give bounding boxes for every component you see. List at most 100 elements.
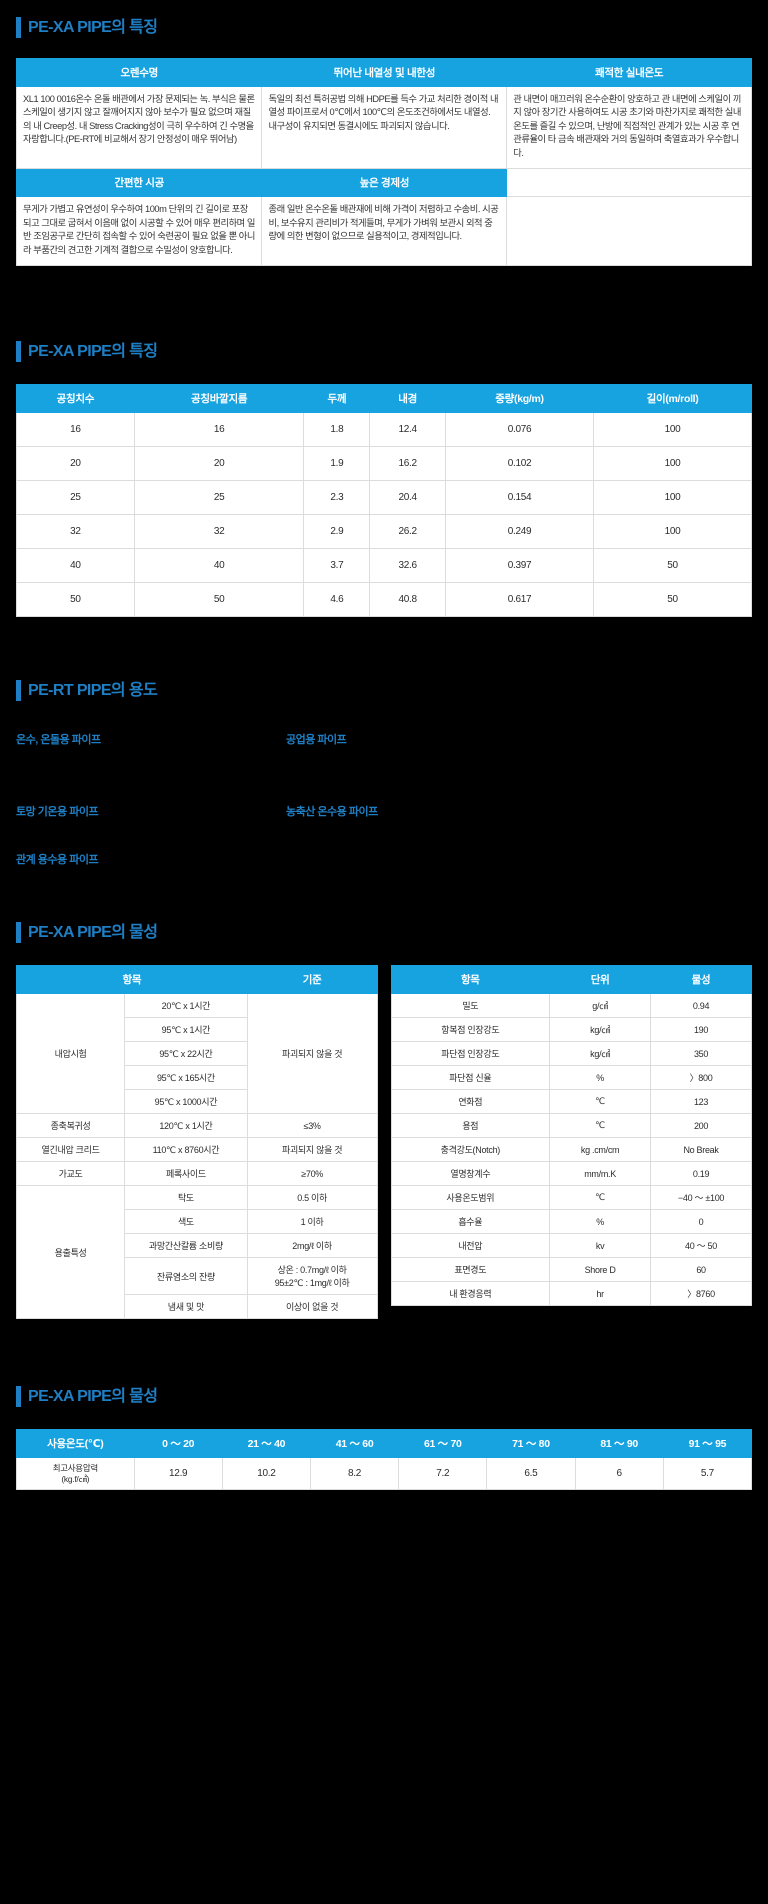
table-cell: 0.076 [444, 412, 595, 448]
section-heading-features: PE-XA PIPE의 특징 [16, 14, 768, 40]
table-row: 용점 ℃ 200 [390, 1113, 752, 1139]
column-header-1: 공칭바깥지름 [133, 384, 305, 414]
table-row: 밀도 g/㎠ 0.94 [390, 993, 752, 1019]
table-row: 내전압 kv 40 〜 50 [390, 1233, 752, 1259]
table-cell: 190 [650, 1017, 752, 1043]
table-cell: 40 [133, 548, 305, 584]
pressure-table-wrap: 사용온도(℃) 0 〜 20 21 〜 40 41 〜 60 61 〜 70 71 〜 8… [0, 1429, 768, 1491]
table-cell: 0.154 [444, 480, 595, 516]
feature-empty-cell [506, 196, 752, 267]
table-row: 항복점 인장강도 kg/㎠ 190 [390, 1017, 752, 1043]
property-group-label: 용출특성 [15, 1185, 126, 1320]
property-item: 95℃ x 165시간 [124, 1065, 248, 1091]
table-cell: 50 [133, 582, 305, 618]
column-header-3: 내경 [369, 384, 446, 414]
table-header-row: 항목 기준 [16, 965, 378, 995]
document-page: PE-XA PIPE의 특징 오렌수명 뛰어난 내열성 및 내한성 쾌적한 실내… [0, 14, 768, 1491]
table-row: 파단점 신율% 〉800 [390, 1065, 752, 1091]
table-cell: 흡수율 [390, 1209, 551, 1235]
table-cell: 6.5 [486, 1457, 576, 1491]
column-header-0: 항목 [390, 965, 551, 995]
spec-table-wrap: 공칭치수 공칭바깥지름 두께 내경 중량(kg/m) 길이(m/roll) 16 16 1.8… [0, 384, 768, 618]
table-cell: 40 [16, 548, 135, 584]
accent-bar-icon [16, 16, 21, 38]
feature-empty-cell [506, 168, 752, 198]
table-cell: 밀도 [390, 993, 551, 1019]
table-cell: 항복점 인장강도 [390, 1017, 551, 1043]
column-header-2: 물성 [650, 965, 752, 995]
property-group-label: 내압시험 [15, 993, 126, 1115]
table-row: 95℃ x 1000시간 [17, 1089, 378, 1115]
table-row: 32 32 2.9 26.2 0.249 100 [16, 514, 752, 550]
table-row: 냄새 및 맛 이상이 없을 것 [17, 1294, 378, 1320]
section-heading-spec: PE-XA PIPE의 특징 [16, 338, 768, 364]
property-standard: ≥70% [246, 1161, 378, 1187]
table-row: 가교도 페록사이드 ≥70% [15, 1161, 378, 1187]
column-header-standard: 기준 [246, 965, 378, 995]
property-standard: 2mg/ℓ 이하 [246, 1233, 378, 1259]
table-cell: 200 [650, 1113, 752, 1139]
table-row: 20 20 1.9 16.2 0.102 100 [16, 446, 752, 482]
table-cell: ℃ [549, 1113, 652, 1139]
table-cell: 3.7 [303, 548, 371, 584]
table-cell: 20.4 [369, 480, 446, 516]
table-header-row: 오렌수명 뛰어난 내열성 및 내한성 쾌적한 실내온도 [15, 58, 752, 87]
table-cell: 10.2 [221, 1457, 311, 1491]
features-table: 오렌수명 뛰어난 내열성 및 내한성 쾌적한 실내온도 XL1 100 0016… [15, 58, 752, 267]
table-row: 무게가 가볍고 유연성이 우수하여 100m 단위의 긴 길이로 포장되고 그대… [15, 196, 752, 267]
table-cell: 2.9 [303, 514, 371, 550]
property-item: 20℃ x 1시간 [124, 993, 248, 1019]
table-row: 파단점 인장강도 kg/㎠ 350 [390, 1041, 752, 1067]
usage-label: 토망 기온용 파이프 [16, 806, 99, 819]
column-header-4: 중량(kg/m) [444, 384, 595, 414]
table-header-row: 간편한 시공 높은 경제성 [15, 168, 752, 198]
table-header-row: 공칭치수 공칭바깥지름 두께 내경 중량(kg/m) 길이(m/roll) [16, 384, 752, 414]
feature-body-cell: XL1 100 0016온수 온돌 배관에서 가장 문제되는 녹. 부식은 물론… [15, 85, 263, 170]
table-cell: 123 [650, 1089, 752, 1115]
temp-range-header-5: 81 〜 90 [574, 1429, 664, 1459]
table-cell: 40.8 [369, 582, 446, 618]
property-item: 과망간산칼륨 소비량 [124, 1233, 248, 1259]
property-standard: 1 이하 [246, 1209, 378, 1235]
temp-range-header-4: 71 〜 80 [486, 1429, 576, 1459]
property-group-label: 열긴내압 크리드 [15, 1137, 126, 1163]
property-item: 잔류염소의 잔량 [124, 1257, 248, 1296]
usage-item-3: 토망 기온용 파이프 [16, 803, 99, 822]
property-item: 냄새 및 맛 [124, 1294, 248, 1320]
table-cell: 2.3 [303, 480, 371, 516]
feature-body-cell: 무게가 가볍고 유연성이 우수하여 100m 단위의 긴 길이로 포장되고 그대… [15, 196, 263, 267]
property-standard: 파괴되지 않을 것 [246, 993, 378, 1115]
column-header-2: 두께 [303, 384, 371, 414]
table-cell: 100 [593, 514, 752, 550]
property-item: 95℃ x 1000시간 [124, 1089, 248, 1115]
table-cell: 60 [650, 1257, 752, 1283]
table-row: 종축복귀성 120℃ x 1시간 ≤3% [15, 1113, 378, 1139]
property-item: 120℃ x 1시간 [124, 1113, 248, 1139]
table-row: 16 16 1.8 12.4 0.076 100 [16, 412, 752, 448]
table-row: 열명창계수 mm/m.K 0.19 [390, 1161, 752, 1187]
table-cell: 50 [16, 582, 135, 618]
usage-label: 관계 용수용 파이프 [16, 854, 99, 867]
table-cell: 20 [133, 446, 305, 482]
table-cell: 사용온도범위 [390, 1185, 551, 1211]
column-header-item: 항목 [16, 965, 248, 995]
table-row: 내 환경응력 hr 〉8760 [390, 1281, 752, 1307]
table-cell: 6 [574, 1457, 664, 1491]
table-row: 25 25 2.3 20.4 0.154 100 [16, 480, 752, 516]
section-title-pressure: PE-XA PIPE의 물성 [28, 1387, 158, 1405]
table-cell: 32.6 [369, 548, 446, 584]
feature-body-cell: 독일의 최선 특허공법 의해 HDPE를 득수 가교 처리한 경이적 내열성 파… [261, 85, 508, 170]
table-cell: % [549, 1209, 652, 1235]
table-cell: Shore D [549, 1257, 652, 1283]
property-item: 탁도 [124, 1185, 248, 1211]
table-cell: 32 [133, 514, 305, 550]
table-cell: 20 [16, 446, 135, 482]
column-header-5: 길이(m/roll) [593, 384, 752, 414]
table-cell: 0.249 [444, 514, 595, 550]
table-cell: 50 [593, 548, 752, 584]
table-cell: 50 [593, 582, 752, 618]
usage-label: 온수, 온돌용 파이프 [16, 734, 101, 747]
table-cell: 16 [133, 412, 305, 448]
table-cell: kg .cm/cm [549, 1137, 652, 1163]
table-cell: 100 [593, 446, 752, 482]
